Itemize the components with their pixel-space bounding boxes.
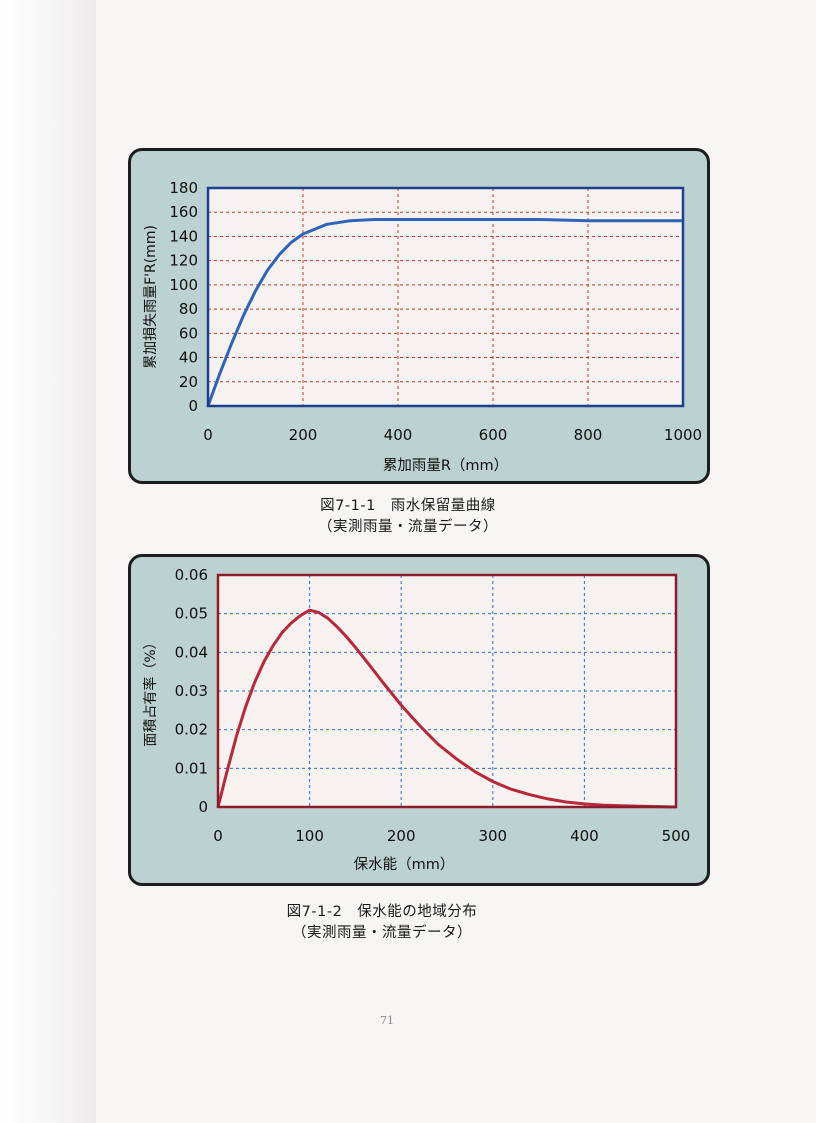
chart1-panel: 0 200 400 600 800 1000 0 20 40 60 80 100 120 140 160 18… xyxy=(128,148,710,484)
chart2-y-tick-label: 0.06 xyxy=(175,566,208,584)
chart2-y-tick-label: 0.03 xyxy=(175,682,208,700)
chart2-x-tick-label: 200 xyxy=(387,827,416,845)
page-left-edge xyxy=(0,0,96,1123)
chart2-y-tick-label: 0 xyxy=(198,798,208,816)
chart2-x-tick-label: 300 xyxy=(478,827,507,845)
chart2-x-tick-label: 500 xyxy=(662,827,691,845)
chart2-svg: 0 100 200 300 400 500 0 0.01 0.02 0.03 0.04 0.05 0.0… xyxy=(142,566,691,873)
chart2-y-tick-label: 0.05 xyxy=(175,605,208,623)
chart2-panel: 0 100 200 300 400 500 0 0.01 0.02 0.03 0.04 0.05 0.0… xyxy=(128,554,710,886)
chart1-y-tick-label: 60 xyxy=(179,324,198,342)
chart1-x-tick-label: 600 xyxy=(479,426,508,444)
chart1-y-tick-label: 120 xyxy=(169,252,198,270)
chart2-y-axis-label: 面積占有率（%） xyxy=(142,635,159,746)
chart2-plot-frame xyxy=(216,573,678,809)
chart1-x-tick-label: 0 xyxy=(203,426,213,444)
chart2-caption: 図7-1-2 保水能の地域分布 （実測雨量・流量データ） xyxy=(0,902,790,944)
chart1-x-tick-label: 800 xyxy=(574,426,603,444)
chart1-x-tick-label: 200 xyxy=(289,426,318,444)
chart1-plot-area xyxy=(208,188,683,406)
chart2-caption-subtitle: （実測雨量・流量データ） xyxy=(292,925,472,941)
chart1-caption: 図7-1-1 雨水保留量曲線 （実測雨量・流量データ） xyxy=(0,496,816,538)
chart1-y-tick-label: 140 xyxy=(169,227,198,245)
chart2-y-tick-label: 0.02 xyxy=(175,721,208,739)
chart2-x-tick-label: 0 xyxy=(213,827,223,845)
chart1-y-tick-label: 20 xyxy=(179,373,198,391)
chart1-y-tick-label: 180 xyxy=(169,179,198,197)
chart1-plot-frame xyxy=(206,186,685,408)
chart2-x-axis-label: 保水能（mm） xyxy=(354,856,455,873)
chart1-caption-title: 図7-1-1 雨水保留量曲線 xyxy=(320,498,496,514)
chart2-series-line xyxy=(216,608,677,809)
chart1-y-tick-label: 160 xyxy=(169,203,198,221)
chart1-series-line xyxy=(206,218,683,407)
chart2-x-tick-label: 100 xyxy=(295,827,324,845)
chart1-y-tick-label: 40 xyxy=(179,349,198,367)
page-number: 71 xyxy=(380,1014,394,1027)
chart2-y-tick-label: 0.04 xyxy=(175,643,208,661)
chart2-y-tick-label: 0.01 xyxy=(175,759,208,777)
chart1-y-tick-label: 80 xyxy=(179,300,198,318)
chart1-caption-subtitle: （実測雨量・流量データ） xyxy=(318,519,498,535)
chart2-x-tick-label: 400 xyxy=(570,827,599,845)
chart1-y-tick-label: 0 xyxy=(188,397,198,415)
chart1-y-tick-label: 100 xyxy=(169,276,198,294)
chart1-x-tick-label: 1000 xyxy=(664,426,702,444)
chart1-svg: 0 200 400 600 800 1000 0 20 40 60 80 100 120 140 160 18… xyxy=(143,179,702,474)
chart2-caption-title: 図7-1-2 保水能の地域分布 xyxy=(286,904,478,920)
chart1-y-axis-label: 累加損失雨量F'R(mm) xyxy=(143,225,159,369)
chart1-x-tick-label: 400 xyxy=(384,426,413,444)
chart1-x-axis-label: 累加雨量R（mm） xyxy=(383,457,508,474)
